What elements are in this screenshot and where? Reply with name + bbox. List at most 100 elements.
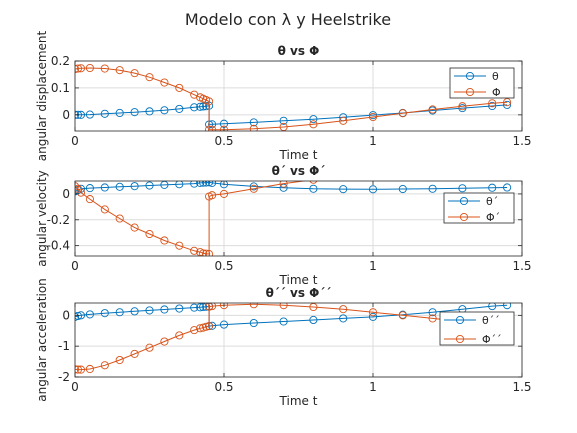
series-line [75,181,508,192]
data-point [488,101,497,111]
x-tick-label: 0.5 [214,380,233,394]
data-point [85,63,94,73]
legend-label: Φ´ [486,211,500,224]
data-point [76,188,86,197]
data-point [175,83,184,92]
data-point [429,171,436,178]
data-point [190,246,199,255]
data-point [199,303,208,312]
data-point [196,303,205,312]
data-point [398,109,407,118]
y-tick-label: 0.2 [51,54,70,68]
data-point [208,191,217,200]
data-point [279,122,288,131]
data-point [202,249,211,256]
legend-label: θ´´ [482,314,500,327]
legend-box [449,67,515,99]
data-point [309,120,318,129]
legend-marker [459,196,469,206]
data-point [75,64,83,73]
data-point [130,307,139,316]
data-point [219,181,229,189]
data-point [339,314,348,323]
data-point [205,250,214,256]
legend-box [443,192,515,224]
data-point [279,183,288,192]
data-point [175,331,184,340]
legend-marker [455,334,465,344]
data-point [309,315,318,325]
data-point [205,97,214,106]
data-point [249,182,258,191]
data-point [488,99,497,108]
legend-item: Φ [454,86,501,99]
subplot-title: θ vs Φ [278,44,320,58]
legend-box [439,311,515,346]
x-tick-label: 1 [369,259,377,273]
x-tick-label: 1 [369,134,377,148]
data-point [196,181,205,187]
x-tick-label: 1.5 [512,259,531,273]
data-point [190,303,199,312]
data-point [489,172,496,179]
x-tick-label: 0 [71,380,79,394]
data-point [205,125,214,131]
y-tick-label: 0 [62,108,70,122]
data-point [219,189,229,198]
data-point [85,184,94,193]
data-point [249,318,258,328]
data-point [115,182,124,191]
data-point [428,308,437,317]
data-point [196,102,205,111]
legend-marker [459,212,469,222]
data-point [339,305,348,314]
data-point [85,364,94,374]
data-point [75,311,83,320]
series-line [75,67,508,131]
data-point [428,105,437,114]
data-point [503,183,512,192]
y-axis-label: angular displacement [35,30,49,161]
data-point [398,311,407,320]
legend-label: θ´ [486,195,498,208]
series-1 [75,181,512,196]
legend-marker [465,87,475,97]
data-point [115,355,124,365]
data-point [115,108,124,118]
data-point [309,181,318,184]
legend-item: Φ´´ [444,333,502,346]
data-point [279,317,288,326]
data-point [488,183,497,192]
data-point [100,109,109,118]
data-point [458,104,467,113]
data-point [100,361,109,370]
x-axis-label: Time t [279,273,318,287]
x-tick-label: 1 [369,380,377,394]
y-tick-label: -2 [58,370,70,384]
data-point [130,349,139,358]
data-point [503,100,512,109]
subplots: 0 0.5 1 1.5 0 0.1 0.2 θ vs Φ Time t angular displ… [35,30,532,408]
data-point [309,184,318,193]
data-point [190,326,199,335]
series-line [75,104,508,126]
subplot-title: θ´ vs Φ´ [272,164,326,178]
axes-box [74,302,523,378]
data-point [279,116,288,125]
y-tick-label: -0.2 [47,213,70,227]
legend-item: θ´ [448,195,498,208]
data-point [130,108,139,117]
x-tick-label: 0.5 [214,134,233,148]
data-point [199,102,208,111]
y-tick-label: -0.4 [47,239,70,253]
x-axis-label: Time t [279,394,318,408]
data-point [368,112,378,122]
data-point [130,182,139,191]
legend-label: θ [492,70,499,83]
y-axis-label: angular velocity [35,170,49,267]
series-1 [75,303,512,331]
subplot-1: 0 0.5 1 1.5 0 0.1 0.2 θ vs Φ Time t angular displ… [35,30,532,162]
legend: θ´´ Φ´´ [439,311,515,346]
series-line [75,181,308,255]
data-point [458,184,467,193]
